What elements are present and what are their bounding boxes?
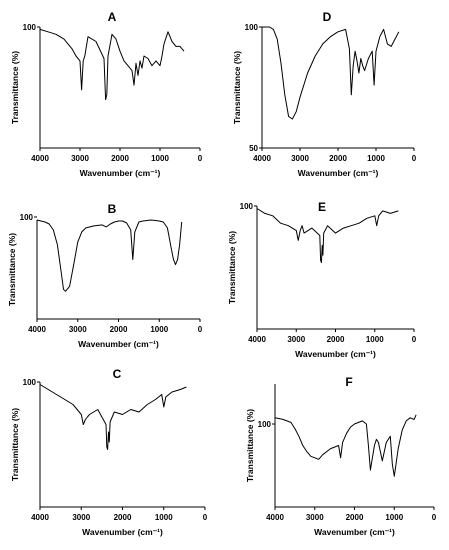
chart-panel-d: 4000 3000 2000 1000 0 100 50 D Wavenumber (cm⁻¹)… xyxy=(232,10,417,178)
x-tick-label: 3000 xyxy=(291,154,309,163)
spectrum-line-f xyxy=(274,414,417,477)
panel-letter-b: B xyxy=(108,202,117,216)
x-tick-label: 4000 xyxy=(253,154,271,163)
x-axis-label: Wavenumber (cm⁻¹) xyxy=(80,168,161,178)
axis-frame xyxy=(274,384,434,508)
x-tick-label: 2000 xyxy=(329,154,347,163)
x-axis-label: Wavenumber (cm⁻¹) xyxy=(295,349,376,359)
x-tick-label: 4000 xyxy=(31,513,49,522)
x-tick-label: 3000 xyxy=(287,335,305,344)
y-axis-label: Transmittance (%) xyxy=(232,51,242,124)
y-axis-label: Transmittance (%) xyxy=(10,51,20,124)
x-tick-label: 2000 xyxy=(114,513,132,522)
y-tick-label: 50 xyxy=(249,144,258,153)
axis-frame xyxy=(39,27,200,149)
x-tick-label: 2000 xyxy=(327,335,345,344)
y-tick-label: 100 xyxy=(23,378,37,387)
y-tick-label: 100 xyxy=(258,420,272,429)
y-tick-label: 100 xyxy=(245,23,259,32)
panel-letter-e: E xyxy=(318,200,326,214)
y-axis-label: Transmittance (%) xyxy=(10,408,20,481)
x-tick-label: 0 xyxy=(432,513,437,522)
x-tick-label: 2000 xyxy=(110,325,128,334)
spectrum-line-a xyxy=(39,28,185,101)
panel-letter-c: C xyxy=(113,367,122,381)
x-tick-label: 4000 xyxy=(248,335,266,344)
chart-panel-b: 4000 3000 2000 1000 0 100 B Wavenumber (cm⁻¹) Tr… xyxy=(7,202,203,349)
x-tick-label: 0 xyxy=(198,154,203,163)
chart-panel-a: 4000 3000 2000 1000 0 100 A Wavenumber (cm⁻¹) Tr… xyxy=(10,10,203,178)
y-axis-label: Transmittance (%) xyxy=(245,409,255,482)
x-axis-label: Wavenumber (cm⁻¹) xyxy=(82,527,163,537)
x-axis-label: Wavenumber (cm⁻¹) xyxy=(78,339,159,349)
x-axis-label: Wavenumber (cm⁻¹) xyxy=(314,527,395,537)
axis-frame xyxy=(261,27,414,149)
x-tick-label: 2000 xyxy=(346,513,364,522)
x-tick-label: 3000 xyxy=(72,513,90,522)
x-tick-label: 3000 xyxy=(306,513,324,522)
x-tick-label: 4000 xyxy=(266,513,284,522)
y-axis-label: Transmittance (%) xyxy=(227,231,237,304)
x-tick-label: 0 xyxy=(412,335,417,344)
axis-frame xyxy=(256,206,414,330)
x-tick-label: 1000 xyxy=(151,154,169,163)
chart-panel-c: 4000 3000 2000 1000 0 100 C Wavenumber (cm⁻¹) Tr… xyxy=(10,367,208,537)
axis-frame xyxy=(39,382,205,508)
x-tick-label: 1000 xyxy=(385,513,403,522)
chart-panel-f: 4000 3000 2000 1000 0 100 F Wavenumber (cm⁻¹) Tr… xyxy=(245,375,437,537)
x-tick-label: 3000 xyxy=(71,154,89,163)
y-tick-label: 100 xyxy=(20,213,34,222)
x-axis-label: Wavenumber (cm⁻¹) xyxy=(298,168,379,178)
x-tick-label: 1000 xyxy=(155,513,173,522)
spectrum-line-c xyxy=(39,384,187,450)
panel-letter-f: F xyxy=(345,375,352,389)
panel-letter-d: D xyxy=(323,10,332,24)
spectrum-line-e xyxy=(256,208,399,264)
axis-frame xyxy=(36,220,200,320)
chart-panel-e: 4000 3000 2000 1000 0 100 E Wavenumber (cm⁻¹) Tr… xyxy=(227,200,417,359)
x-tick-label: 2000 xyxy=(111,154,129,163)
x-tick-label: 1000 xyxy=(366,335,384,344)
x-tick-label: 3000 xyxy=(69,325,87,334)
spectrum-line-d xyxy=(262,26,400,120)
y-tick-label: 100 xyxy=(240,202,254,211)
x-tick-label: 4000 xyxy=(31,154,49,163)
x-tick-label: 0 xyxy=(198,325,203,334)
y-tick-label: 100 xyxy=(23,23,37,32)
y-axis-label: Transmittance (%) xyxy=(7,233,17,306)
x-tick-label: 1000 xyxy=(367,154,385,163)
x-tick-label: 1000 xyxy=(150,325,168,334)
spectrum-line-b xyxy=(36,219,183,292)
panel-letter-a: A xyxy=(108,10,117,24)
x-tick-label: 0 xyxy=(203,513,208,522)
x-tick-label: 0 xyxy=(412,154,417,163)
x-tick-label: 4000 xyxy=(28,325,46,334)
